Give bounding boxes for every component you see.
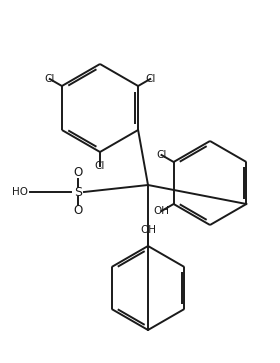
Text: Cl: Cl xyxy=(45,74,55,84)
Text: Cl: Cl xyxy=(145,74,155,84)
Text: OH: OH xyxy=(153,206,169,216)
Text: HO: HO xyxy=(12,187,28,197)
Text: Cl: Cl xyxy=(95,161,105,171)
Text: S: S xyxy=(74,185,82,199)
Text: O: O xyxy=(73,167,83,179)
Text: O: O xyxy=(73,204,83,217)
Text: OH: OH xyxy=(140,225,156,235)
Text: Cl: Cl xyxy=(156,150,167,160)
